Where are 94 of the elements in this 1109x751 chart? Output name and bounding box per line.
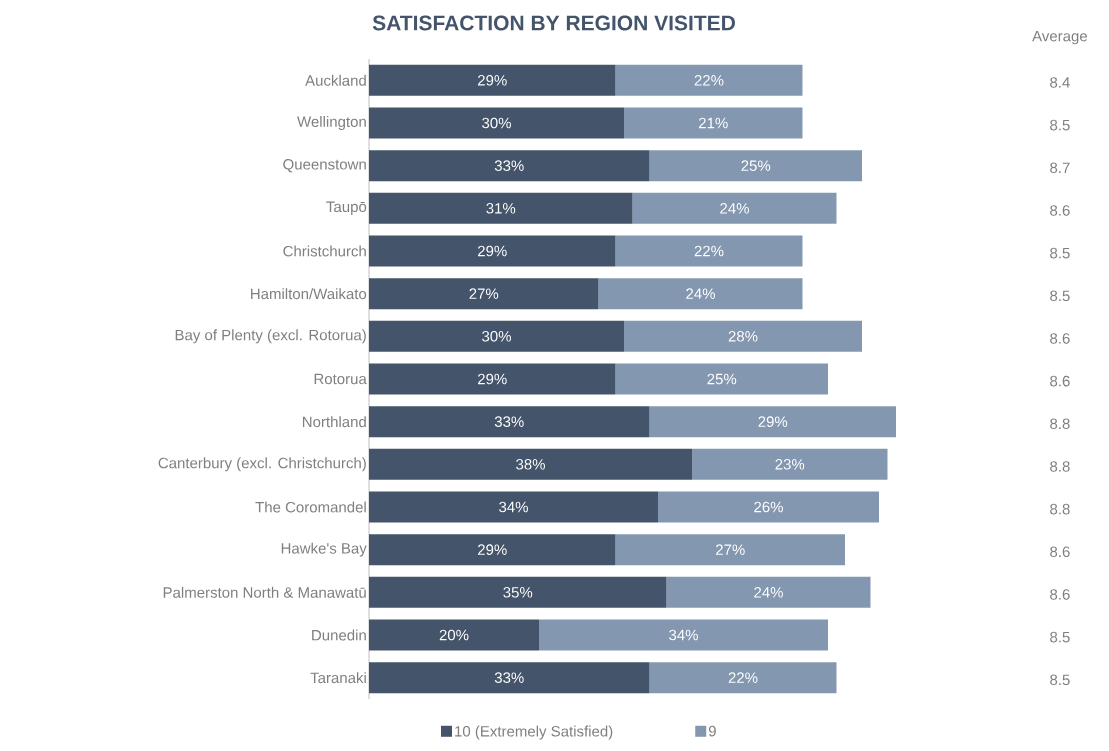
bar bbox=[649, 662, 837, 694]
bar bbox=[615, 64, 803, 96]
bar bbox=[649, 150, 862, 182]
data-label: 24% bbox=[754, 587, 783, 598]
data-label: 25% bbox=[707, 373, 737, 385]
text: 8.6 bbox=[1050, 589, 1070, 600]
y-tick-label: Rotorua bbox=[314, 373, 367, 385]
bar bbox=[369, 363, 616, 395]
bar bbox=[369, 534, 616, 566]
bar bbox=[632, 192, 837, 224]
y-tick-label: Auckland bbox=[305, 74, 366, 86]
bar bbox=[369, 448, 692, 480]
bar bbox=[369, 278, 599, 310]
text: 8.6 bbox=[1050, 205, 1070, 216]
bar bbox=[615, 235, 803, 267]
y-tick-label: Palmerston North & Manawatū bbox=[163, 586, 366, 598]
data-label: 31% bbox=[486, 203, 516, 214]
data-label: 22% bbox=[694, 75, 724, 86]
y-tick-label: Queenstown bbox=[283, 159, 366, 173]
y-tick-label: Wellington bbox=[297, 116, 366, 130]
data-label: 22% bbox=[694, 245, 724, 257]
y-tick-label: Northland bbox=[302, 416, 366, 428]
text: 8.5 bbox=[1050, 247, 1070, 259]
chart-title: SATISFACTION BY REGION VISITED bbox=[372, 15, 735, 31]
bar bbox=[666, 576, 871, 608]
text: 8.7 bbox=[1050, 162, 1070, 174]
y-tick-label: Taupō bbox=[326, 201, 367, 216]
data-label: 20% bbox=[439, 629, 469, 641]
text: 8.8 bbox=[1050, 461, 1070, 472]
bar bbox=[369, 576, 667, 608]
bar bbox=[369, 320, 624, 352]
data-label: 29% bbox=[478, 544, 507, 555]
bar bbox=[369, 192, 633, 224]
data-label: 26% bbox=[754, 501, 783, 513]
bar bbox=[539, 619, 828, 651]
y-tick-label: Canterbury (excl. Christchurch) bbox=[158, 457, 366, 472]
data-label: 29% bbox=[478, 75, 507, 86]
bar bbox=[369, 64, 616, 96]
bar bbox=[615, 534, 845, 566]
text: 8.8 bbox=[1050, 418, 1070, 430]
data-label: 29% bbox=[478, 373, 507, 385]
data-label: 23% bbox=[775, 459, 805, 470]
bar bbox=[615, 363, 828, 395]
data-label: 35% bbox=[503, 587, 533, 598]
bar bbox=[598, 278, 803, 310]
data-label: 38% bbox=[516, 459, 545, 470]
data-label: 33% bbox=[494, 416, 524, 427]
bar bbox=[369, 491, 658, 523]
data-label: 29% bbox=[758, 416, 788, 427]
text: 8.8 bbox=[1050, 503, 1070, 515]
legend-label: 9 bbox=[708, 725, 716, 737]
data-label: 30% bbox=[482, 331, 511, 342]
data-label: 30% bbox=[482, 117, 511, 129]
bar bbox=[624, 320, 862, 352]
text: 8.4 bbox=[1050, 77, 1070, 88]
bar bbox=[649, 406, 896, 438]
y-tick-label: Hawke's Bay bbox=[281, 542, 367, 557]
text: 8.5 bbox=[1050, 290, 1070, 302]
text: 8.6 bbox=[1050, 333, 1070, 344]
data-label: 27% bbox=[469, 288, 499, 299]
data-label: 27% bbox=[715, 544, 745, 555]
data-label: 24% bbox=[686, 288, 715, 299]
data-label: 34% bbox=[499, 501, 528, 513]
bar bbox=[369, 406, 650, 438]
data-label: 33% bbox=[494, 672, 524, 683]
data-label: 22% bbox=[728, 672, 758, 683]
text: Average bbox=[1032, 30, 1088, 45]
text: 8.5 bbox=[1050, 119, 1070, 131]
data-label: 29% bbox=[478, 245, 507, 257]
data-label: 33% bbox=[494, 160, 524, 171]
data-label: 28% bbox=[728, 331, 758, 342]
text: 8.6 bbox=[1050, 375, 1070, 387]
bar bbox=[369, 150, 650, 182]
text: 8.5 bbox=[1050, 631, 1070, 643]
text: 8.5 bbox=[1050, 674, 1070, 686]
data-label: 25% bbox=[741, 160, 771, 171]
legend-label: 10 (Extremely Satisfied) bbox=[455, 725, 613, 740]
y-tick-label: Dunedin bbox=[312, 629, 366, 641]
y-tick-label: Taranaki bbox=[310, 672, 366, 684]
data-label: 34% bbox=[669, 629, 698, 641]
y-tick-label: The Coromandel bbox=[255, 501, 366, 513]
y-tick-label: Christchurch bbox=[283, 245, 366, 257]
y-tick-label: Bay of Plenty (excl. Rotorua) bbox=[175, 329, 366, 344]
y-tick-label: Hamilton/Waikato bbox=[251, 288, 367, 300]
data-label: 21% bbox=[698, 117, 728, 129]
data-label: 24% bbox=[720, 203, 749, 214]
bar bbox=[624, 107, 803, 139]
bar bbox=[658, 491, 879, 523]
bar bbox=[369, 662, 650, 694]
text: 8.6 bbox=[1050, 546, 1070, 558]
bar bbox=[369, 619, 539, 651]
bar bbox=[369, 107, 624, 139]
bar bbox=[692, 448, 888, 480]
bar bbox=[369, 235, 616, 267]
